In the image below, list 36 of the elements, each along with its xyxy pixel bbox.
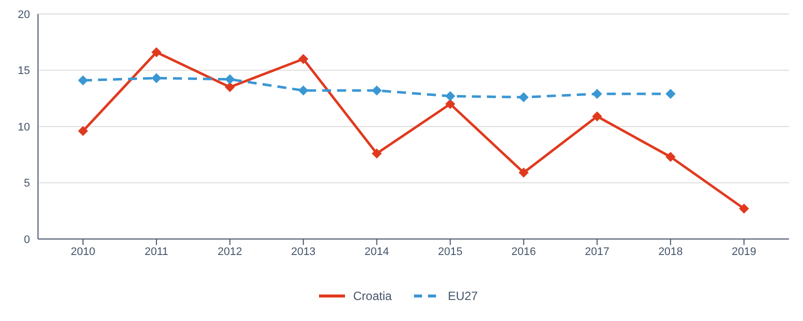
- point: [518, 92, 529, 102]
- point: [224, 82, 235, 92]
- x-tick-label: 2012: [218, 246, 242, 258]
- y-tick-label: 15: [18, 65, 30, 78]
- point: [592, 88, 602, 99]
- x-tick-label: 2016: [511, 246, 536, 258]
- x-tick-label: 2010: [70, 246, 96, 258]
- point: [445, 91, 456, 102]
- point: [518, 168, 529, 178]
- y-tick-label: 10: [18, 121, 30, 134]
- point: [151, 73, 162, 84]
- point: [372, 148, 382, 158]
- point: [372, 86, 382, 96]
- x-tick-label: 2017: [584, 246, 610, 258]
- point: [666, 152, 676, 162]
- point: [298, 86, 308, 96]
- legend-label: Croatia: [353, 289, 392, 303]
- point: [739, 204, 749, 214]
- point: [666, 88, 676, 99]
- legend-label: EU27: [448, 289, 478, 303]
- point: [224, 74, 235, 84]
- x-tick-label: 2019: [732, 246, 756, 258]
- y-tick-label: 20: [18, 8, 30, 21]
- point: [78, 75, 88, 86]
- point: [592, 111, 602, 122]
- x-tick-label: 2014: [364, 246, 390, 258]
- point: [445, 99, 456, 109]
- y-tick-label: 0: [24, 234, 30, 246]
- x-tick-label: 2013: [291, 246, 316, 258]
- point: [78, 126, 88, 136]
- x-tick-label: 2011: [144, 246, 168, 258]
- point: [151, 47, 162, 58]
- x-tick-label: 2015: [438, 246, 462, 258]
- y-tick-label: 5: [24, 178, 30, 190]
- point: [298, 54, 308, 64]
- x-tick-label: 2018: [658, 246, 683, 258]
